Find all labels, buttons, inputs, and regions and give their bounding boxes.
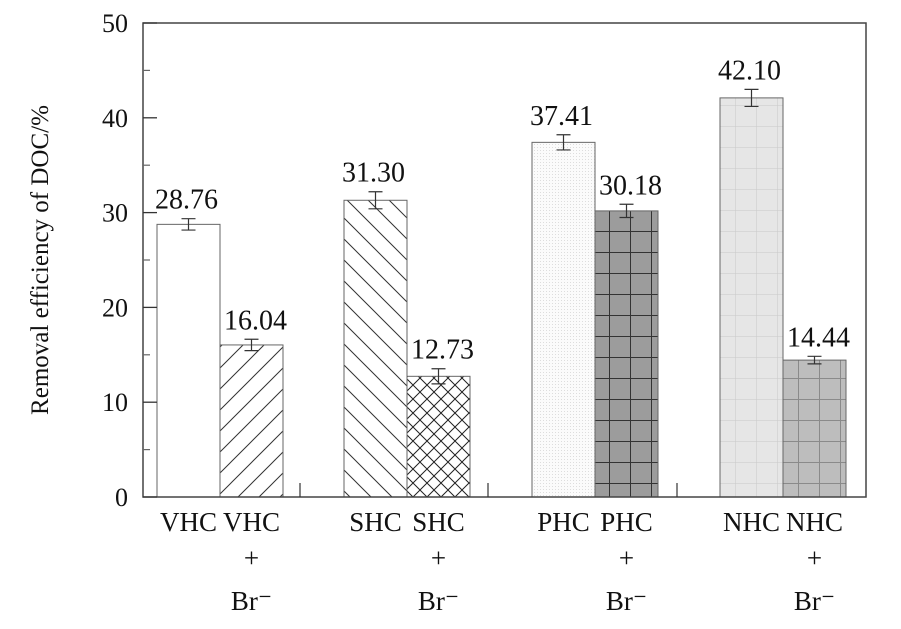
error-bar — [431, 368, 446, 385]
x-tick-label: SHC — [349, 507, 402, 537]
x-tick-label-plus: + — [619, 543, 634, 573]
value-label: 28.76 — [155, 185, 218, 216]
value-label: 30.18 — [599, 170, 662, 201]
y-tick-label: 20 — [102, 293, 128, 322]
x-tick-label-plus: + — [431, 543, 446, 573]
bar-nhc-br — [782, 359, 847, 498]
y-tick-label: 0 — [115, 483, 128, 512]
y-tick-label: 50 — [102, 9, 128, 38]
value-label: 31.30 — [342, 158, 405, 189]
x-tick-label: SHC — [412, 507, 465, 537]
error-bar — [744, 88, 759, 108]
bar-shc — [343, 199, 408, 498]
bar-nhc — [719, 97, 784, 498]
value-label: 37.41 — [530, 101, 593, 132]
error-bar — [244, 338, 259, 352]
y-tick-label: 30 — [102, 199, 128, 228]
x-tick-label: PHC — [537, 507, 590, 537]
x-tick-label: NHC — [786, 507, 843, 537]
x-tick-label: PHC — [600, 507, 653, 537]
y-tick-label: 40 — [102, 104, 128, 133]
bar-vhc-br — [219, 344, 284, 498]
x-tick-label: VHC — [160, 507, 217, 537]
x-tick-label-ion: Br⁻ — [231, 586, 272, 616]
bar-phc-br — [594, 210, 659, 498]
value-label: 16.04 — [224, 305, 287, 336]
value-label: 12.73 — [411, 335, 474, 366]
x-tick-label-plus: + — [807, 543, 822, 573]
bar-shc-br — [406, 375, 471, 498]
x-tick-label-ion: Br⁻ — [794, 586, 835, 616]
x-tick-label: NHC — [723, 507, 780, 537]
error-bar — [556, 134, 571, 151]
error-bar — [368, 191, 383, 210]
x-tick-label-plus: + — [244, 543, 259, 573]
y-tick-label: 10 — [102, 388, 128, 417]
x-tick-label-ion: Br⁻ — [418, 586, 459, 616]
bar-phc — [531, 141, 596, 498]
bar-vhc — [156, 223, 221, 498]
value-label: 14.44 — [787, 322, 850, 353]
error-bar — [619, 203, 634, 219]
y-axis-label: Removal efficiency of DOC/% — [27, 105, 54, 415]
x-tick-label: VHC — [223, 507, 280, 537]
error-bar — [807, 355, 822, 365]
x-tick-label-ion: Br⁻ — [606, 586, 647, 616]
value-label: 42.10 — [718, 55, 781, 86]
error-bar — [181, 218, 196, 231]
